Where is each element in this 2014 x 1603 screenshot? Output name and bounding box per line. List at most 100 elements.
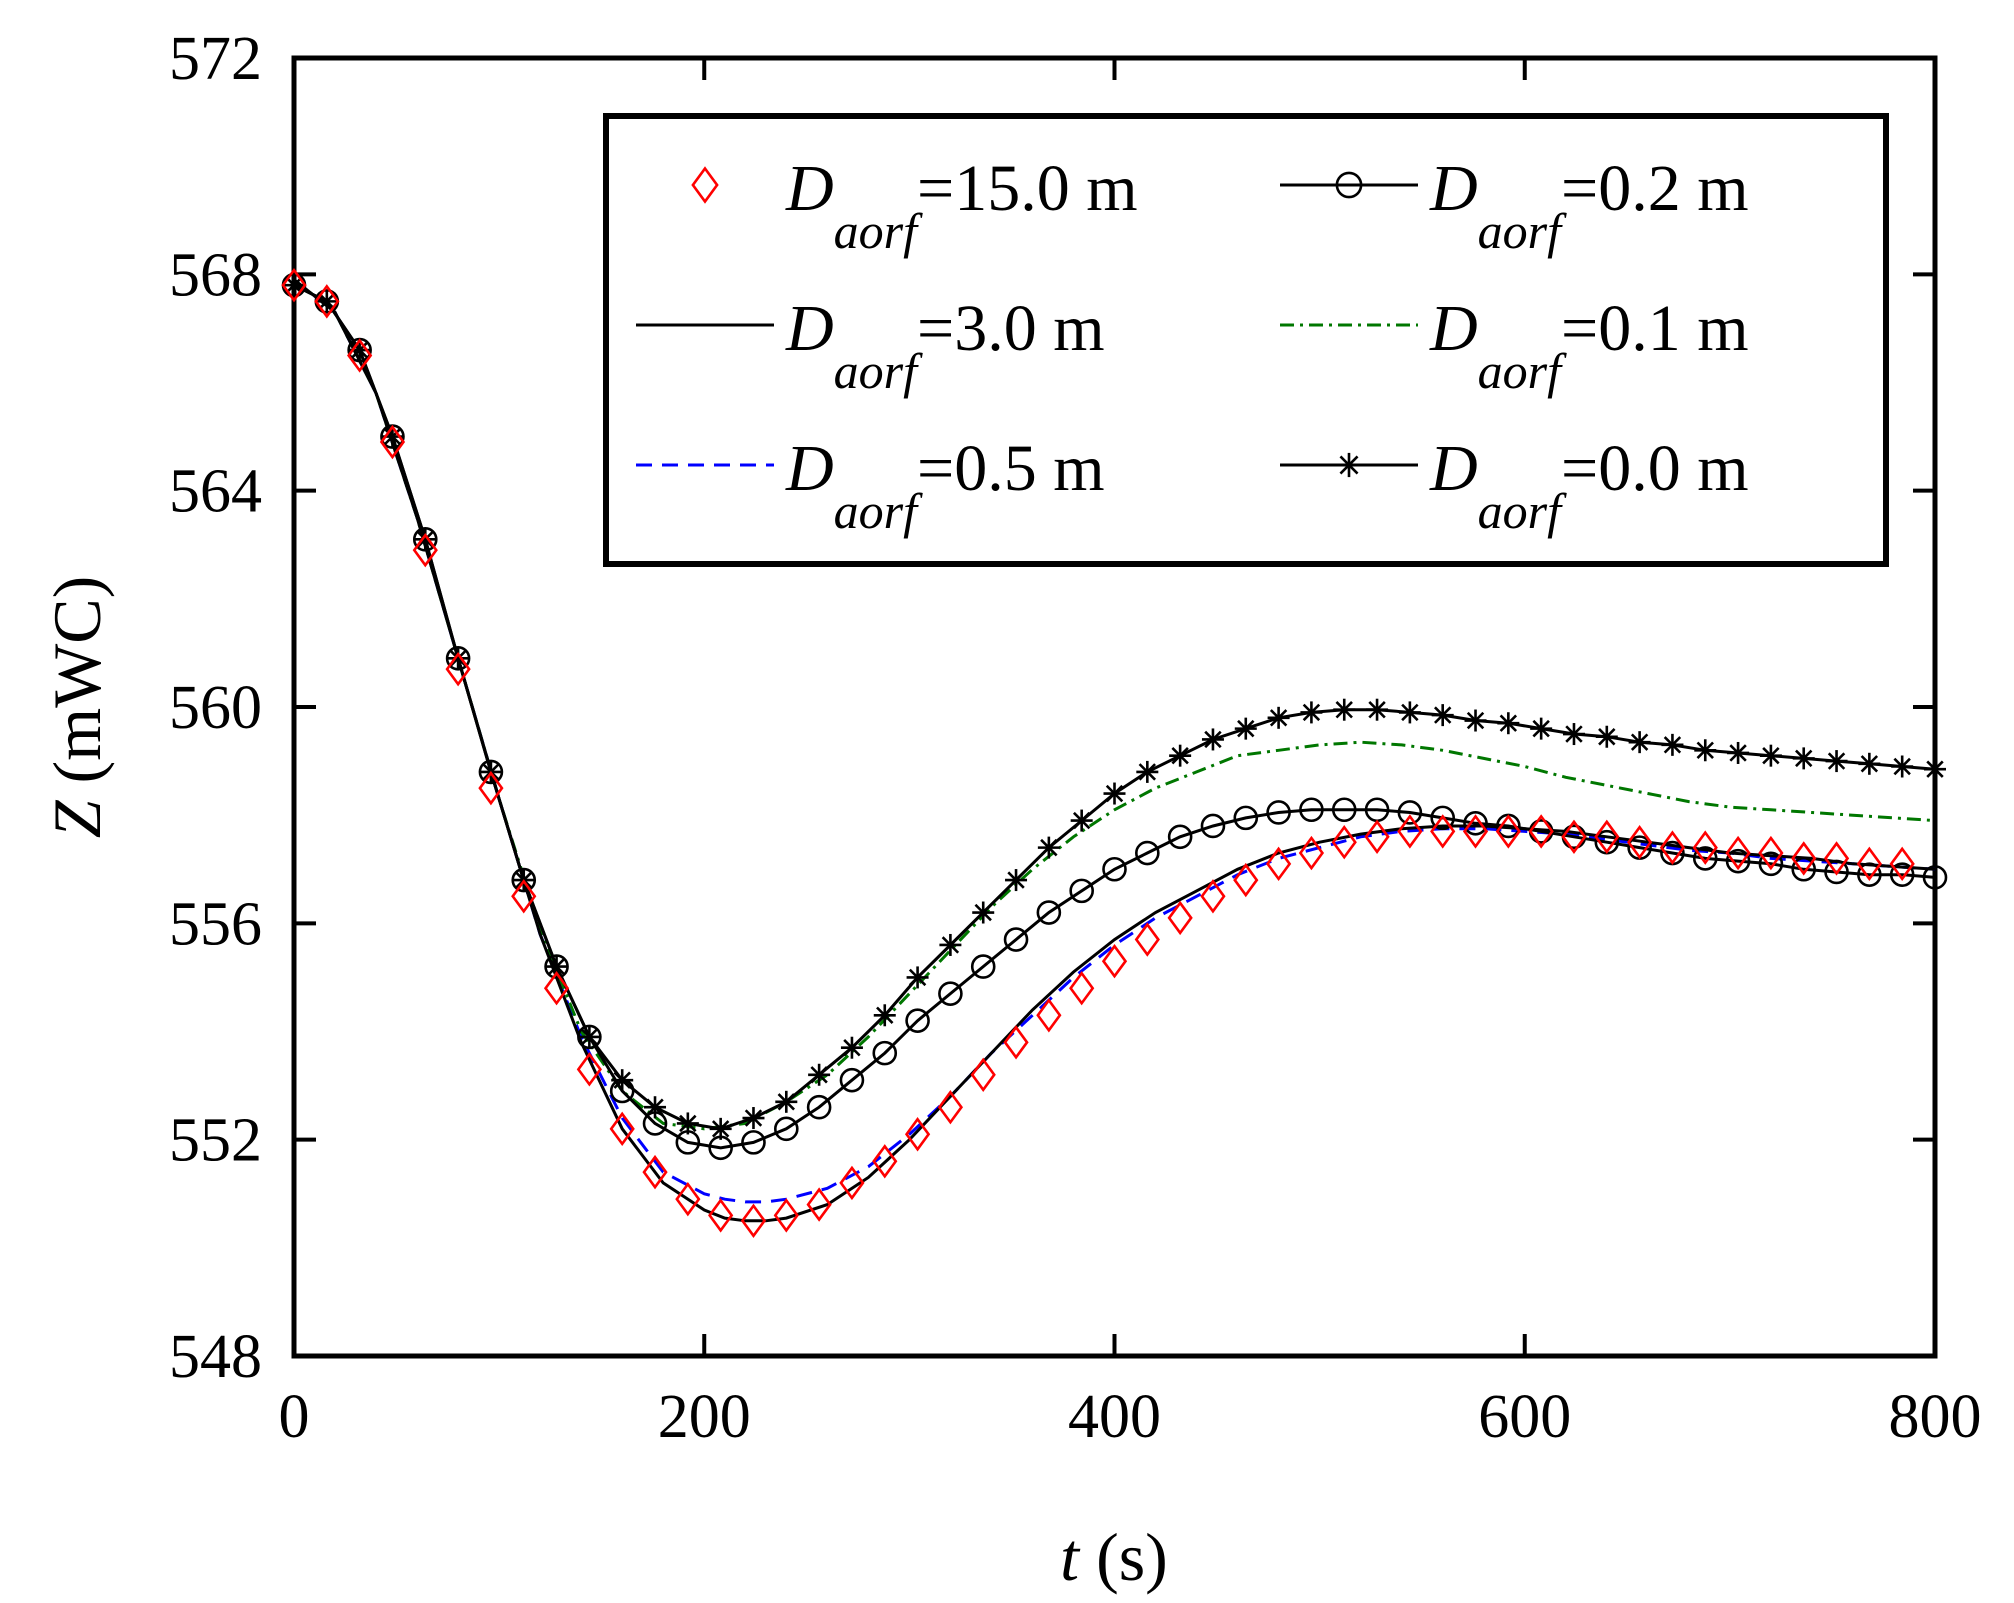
marker-asterisk	[1694, 739, 1717, 762]
marker-asterisk	[939, 933, 962, 956]
y-tick-labels: 548 552 556 560 564 568 572	[169, 25, 262, 1391]
legend-label-sub: aorf	[834, 343, 923, 399]
marker-asterisk	[414, 528, 437, 551]
marker-circle	[1299, 797, 1324, 823]
y-tick-label: 552	[169, 1107, 262, 1175]
marker-circle	[1791, 856, 1817, 882]
marker-circle	[1167, 824, 1193, 850]
marker-circle	[1069, 878, 1094, 904]
marker-diamond	[937, 1090, 964, 1125]
y-tick-label: 572	[169, 25, 262, 93]
marker-asterisk	[1562, 723, 1585, 746]
marker-asterisk	[1201, 728, 1224, 751]
plot-area: 0 200 400 600 800 548 552 556 560 564 568 572	[169, 25, 1982, 1451]
marker-diamond	[1200, 879, 1226, 914]
marker-asterisk	[1530, 717, 1553, 740]
marker-diamond	[1528, 814, 1554, 849]
marker-asterisk	[1300, 701, 1323, 724]
marker-asterisk	[1366, 698, 1389, 721]
legend-entry-d02: Daorf=0.2 m	[1280, 152, 1749, 259]
legend-label-var: D	[785, 432, 834, 505]
marker-asterisk	[972, 901, 995, 924]
marker-circle	[1003, 927, 1029, 952]
marker-diamond	[839, 1165, 865, 1201]
marker-diamond	[1397, 814, 1423, 849]
legend-entry-d05: Daorf=0.5 m	[636, 432, 1105, 539]
marker-circle	[1824, 859, 1849, 885]
marker-circle	[1331, 797, 1357, 823]
legend-label-sub: aorf	[834, 483, 923, 539]
legend-entry-d01: Daorf=0.1 m	[1280, 292, 1749, 399]
marker-diamond	[1364, 819, 1390, 854]
marker-diamond	[1627, 825, 1653, 860]
marker-circle	[1463, 810, 1488, 836]
marker-asterisk	[775, 1090, 798, 1113]
marker-circle	[1335, 171, 1363, 199]
legend-label-var: D	[1429, 152, 1478, 225]
marker-circle	[1266, 800, 1291, 825]
marker-asterisk	[1336, 452, 1362, 478]
legend-label-sub: aorf	[1478, 203, 1567, 259]
series-d15	[281, 267, 1915, 1238]
legend-label-sub: aorf	[1478, 343, 1567, 399]
marker-diamond	[1331, 825, 1357, 860]
legend-label-value: =0.5 m	[917, 432, 1105, 505]
marker-diamond	[1003, 1025, 1029, 1060]
legend-entry-d00: Daorf=0.0 m	[1280, 432, 1749, 539]
legend-label-var: D	[785, 292, 834, 365]
marker-diamond	[1298, 835, 1325, 871]
y-tick-label: 568	[169, 241, 262, 309]
x-tick-labels: 0 200 400 600 800	[279, 1383, 1982, 1451]
marker-asterisk	[1398, 701, 1421, 724]
x-tick-label: 200	[658, 1383, 751, 1451]
legend-label-value: =0.0 m	[1561, 432, 1749, 505]
marker-diamond	[1167, 900, 1193, 936]
marker-asterisk	[1595, 725, 1618, 748]
y-tick-label: 560	[169, 674, 262, 742]
x-tick-marks	[292, 58, 1937, 1356]
marker-asterisk	[1267, 706, 1290, 729]
marker-diamond	[970, 1057, 996, 1092]
marker-diamond	[642, 1154, 668, 1190]
marker-circle	[970, 954, 996, 979]
marker-circle	[1397, 800, 1423, 825]
marker-asterisk	[1234, 717, 1257, 740]
marker-asterisk	[676, 1112, 699, 1135]
legend-box	[603, 113, 1889, 567]
legend-label: Daorf=0.2 m	[1429, 152, 1749, 259]
legend-label: Daorf=3.0 m	[785, 292, 1105, 399]
marker-diamond	[478, 770, 504, 806]
marker-diamond	[281, 267, 307, 303]
marker-asterisk	[1431, 704, 1454, 727]
marker-asterisk	[1792, 747, 1815, 770]
marker-diamond	[1823, 841, 1850, 876]
legend-label-value: =0.2 m	[1561, 152, 1749, 225]
marker-asterisk	[578, 1025, 601, 1048]
legend-label-var: D	[1429, 432, 1478, 505]
y-axis-label: Z (mWC)	[39, 576, 115, 839]
marker-asterisk	[644, 1096, 667, 1119]
marker-circle	[1102, 856, 1127, 882]
marker-asterisk	[1497, 712, 1520, 735]
marker-circle	[1430, 805, 1455, 831]
legend-label-value: =15.0 m	[917, 152, 1138, 225]
marker-diamond	[1594, 819, 1620, 854]
legend-label-value: =3.0 m	[917, 292, 1105, 365]
marker-circle	[1233, 805, 1259, 831]
marker-diamond	[576, 1052, 602, 1087]
marker-asterisk	[283, 274, 305, 297]
marker-asterisk	[1727, 741, 1750, 764]
legend-label: Daorf=15.0 m	[785, 152, 1138, 259]
marker-circle	[905, 1008, 930, 1033]
marker-asterisk	[1070, 809, 1093, 832]
marker-diamond	[1856, 846, 1882, 882]
marker-circle	[1725, 848, 1751, 874]
marker-asterisk	[1333, 698, 1356, 721]
marker-circle	[806, 1094, 832, 1120]
marker-asterisk	[1136, 760, 1159, 783]
marker-diamond	[1889, 846, 1915, 882]
marker-diamond	[1791, 841, 1817, 876]
marker-asterisk	[1005, 869, 1028, 892]
